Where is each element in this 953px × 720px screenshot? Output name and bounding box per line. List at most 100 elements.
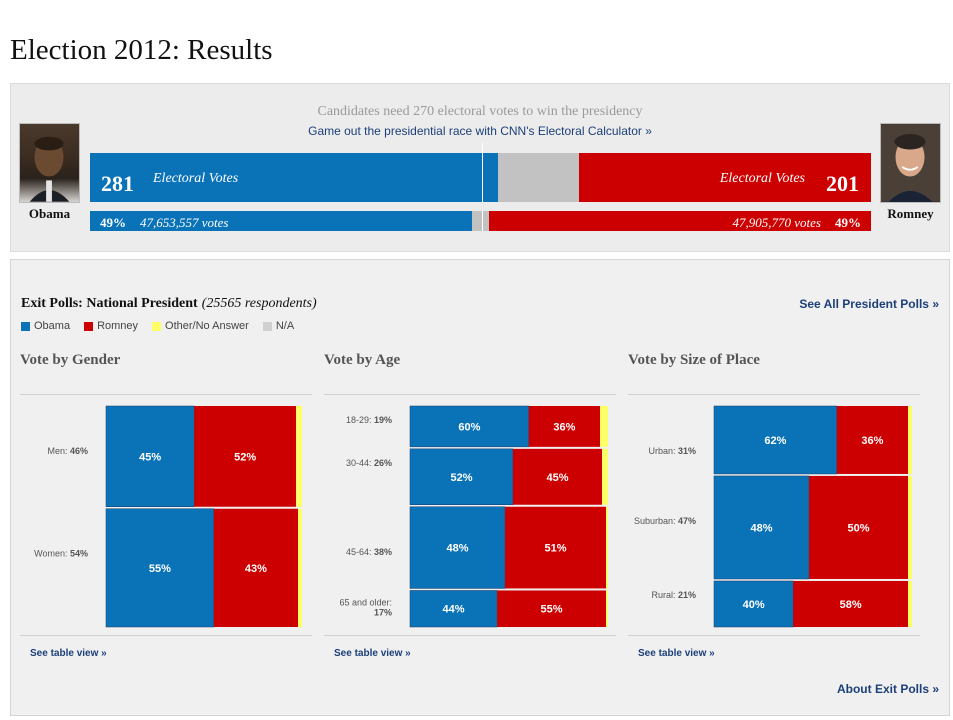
category-share: 17% (374, 607, 392, 617)
category-share: 46% (70, 446, 88, 456)
data-label-romney: 55% (541, 604, 563, 616)
romney-portrait-image (881, 124, 940, 202)
exit-polls-heading: Exit Polls: National President (21, 296, 198, 311)
bar-romney (213, 508, 299, 627)
obama-name: Obama (28, 206, 71, 221)
legend-item-romney: Romney (84, 320, 138, 332)
see-table-view-link[interactable]: See table view » (30, 648, 107, 659)
category-share: 47% (678, 516, 696, 526)
legend-swatch (84, 321, 94, 331)
romney-popular-pct: 49% (835, 215, 861, 230)
bar-romney (512, 448, 603, 505)
data-label-obama: 45% (139, 451, 161, 463)
data-label-obama: 44% (443, 604, 465, 616)
romney-popular-fill (489, 211, 871, 231)
legend-item-other: Other/No Answer (152, 320, 249, 332)
category-label: 18-29: 19% (346, 415, 392, 425)
obama-popular-fill (90, 211, 472, 231)
bar-other (908, 580, 912, 627)
romney-name: Romney (887, 206, 934, 221)
bar-obama (409, 506, 506, 589)
category-label: 65 and older: (339, 597, 392, 607)
place-chart-svg: 62% 36% Urban: 31% 48% 50% Suburban: 47% 40% 58… (634, 405, 912, 628)
see-table-view-link[interactable]: See table view » (334, 648, 411, 659)
see-all-president-polls-link[interactable]: See All President Polls » (799, 297, 939, 311)
data-label-obama: 52% (450, 472, 472, 484)
chart-title: Vote by Age (324, 352, 401, 368)
data-label-romney: 45% (546, 472, 568, 484)
category-share: 26% (374, 458, 392, 468)
category-label: 45-64: 38% (346, 547, 392, 557)
bar-romney (194, 406, 297, 507)
see-table-view-link[interactable]: See table view » (638, 648, 715, 659)
about-exit-polls-link[interactable]: About Exit Polls » (836, 682, 939, 696)
chart-vote-by-size-of-place: Vote by Size of Place 62% 36% Urban: 31% 48… (628, 352, 920, 659)
bar-romney (809, 475, 909, 579)
bar-other (298, 508, 302, 627)
chart-top-rule (20, 394, 312, 395)
electoral-calculator-link[interactable]: Game out the presidential race with CNN'… (308, 124, 652, 138)
obama-portrait-image (29, 136, 70, 202)
win-threshold-text: Candidates need 270 electoral votes to w… (317, 104, 643, 119)
legend-label: Obama (34, 320, 71, 332)
popular-vote-bar: 49% 47,653,557 votes 47,905,770 votes 49… (90, 211, 871, 231)
obama-electoral-fill (90, 153, 498, 202)
chart-bottom-rule (324, 635, 616, 636)
bar-romney (505, 506, 607, 589)
chart-vote-by-age: Vote by Age 60% 36% 18-29: 19% 52% 45% 30-44:… (324, 352, 616, 659)
data-label-romney: 36% (861, 435, 883, 447)
legend-item-na: N/A (262, 320, 294, 332)
win-threshold-marker (482, 143, 483, 202)
bar-obama (105, 405, 195, 507)
data-label-romney: 58% (840, 599, 862, 611)
bar-romney (497, 590, 607, 627)
age-chart-svg: 60% 36% 18-29: 19% 52% 45% 30-44: 26% 48% 51% 45… (339, 405, 608, 628)
electoral-vote-bar: 281 Electoral Votes Electoral Votes 201 (90, 143, 871, 202)
category-share: 19% (374, 415, 392, 425)
legend: Obama Romney Other/No Answer N/A (21, 320, 294, 332)
bar-other (600, 406, 608, 447)
bar-obama (713, 580, 794, 628)
page-title: Election 2012: Results (10, 34, 273, 66)
obama-portrait (19, 123, 80, 203)
romney-portrait (880, 123, 941, 203)
bar-romney (836, 406, 909, 474)
data-label-obama: 48% (447, 543, 469, 555)
category-label: Suburban: 47% (634, 516, 696, 526)
bar-obama (713, 475, 810, 580)
legend-swatch (21, 321, 30, 331)
romney-popular-votes: 47,905,770 votes (732, 215, 821, 230)
chart-vote-by-gender: Vote by Gender 45% 52% Men: 46% 55% 43% Women… (20, 352, 312, 659)
exit-polls-title: Exit Polls: National President (25565 res… (21, 296, 317, 312)
bar-other (908, 406, 912, 474)
bar-other (606, 506, 608, 589)
chart-bottom-rule (20, 635, 312, 636)
category-share: 21% (678, 590, 696, 600)
romney-electoral-fill (579, 153, 871, 202)
obama-popular-pct: 49% (100, 215, 126, 230)
popular-midpoint (482, 211, 483, 231)
data-label-obama: 55% (149, 563, 171, 575)
romney-electoral-label: Electoral Votes (719, 171, 805, 186)
bar-obama (409, 590, 498, 628)
gender-chart-svg: 45% 52% Men: 46% 55% 43% Women: 54% (34, 405, 302, 628)
obama-electoral-label: Electoral Votes (153, 171, 239, 186)
legend-swatch (262, 321, 272, 331)
data-label-romney: 52% (234, 451, 256, 463)
chart-title: Vote by Size of Place (628, 352, 760, 368)
chart-bottom-rule (628, 635, 920, 636)
data-label-romney: 51% (545, 543, 567, 555)
bar-obama (409, 448, 514, 505)
bar-other (908, 475, 912, 579)
obama-popular-votes: 47,653,557 votes (140, 215, 229, 230)
data-label-romney: 50% (848, 522, 870, 534)
category-label: Women: 54% (34, 549, 88, 559)
bar-obama (105, 508, 215, 628)
bar-other (296, 406, 302, 507)
data-label-obama: 48% (751, 522, 773, 534)
legend-label: Other/No Answer (165, 320, 249, 332)
category-share: 31% (678, 446, 696, 456)
chart-top-rule (324, 394, 616, 395)
category-label: Men: 46% (47, 446, 88, 456)
bar-other (606, 590, 608, 627)
